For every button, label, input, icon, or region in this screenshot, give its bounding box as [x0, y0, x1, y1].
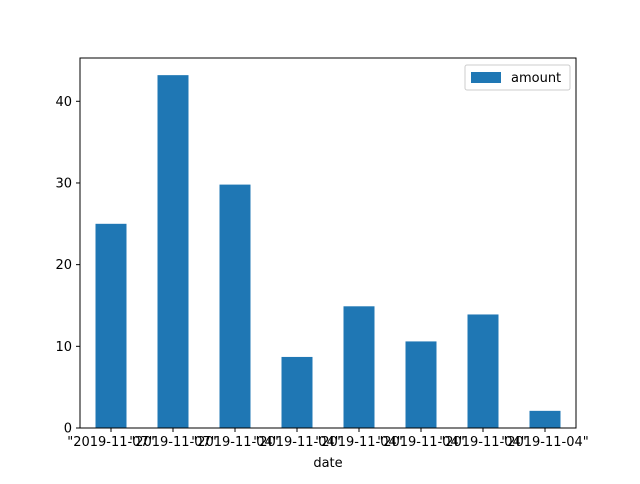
bars-layer: [95, 75, 561, 429]
x-tick-label: "2019-11-07": [67, 435, 155, 450]
y-tick-label: 40: [55, 95, 72, 110]
bar: [467, 314, 499, 428]
legend: amount: [464, 64, 571, 91]
y-tick-label: 20: [55, 258, 72, 273]
x-tick-label: "2019-11-07": [129, 435, 217, 450]
y-tick-label: 10: [55, 340, 72, 355]
legend-swatch: [471, 72, 501, 83]
x-axis: "2019-11-07""2019-11-07""2019-11-04""201…: [67, 428, 589, 450]
legend-label: amount: [511, 71, 561, 86]
x-tick-label: "2019-11-04": [191, 435, 279, 450]
bar: [95, 223, 127, 428]
bar: [343, 306, 375, 428]
x-tick-label: "2019-11-04": [315, 435, 403, 450]
y-tick-label: 0: [64, 422, 72, 437]
plot-area-frame: [79, 57, 577, 429]
x-tick-label: "2019-11-04": [253, 435, 341, 450]
x-tick-label: "2019-11-04": [377, 435, 465, 450]
bar: [219, 184, 251, 428]
bar: [157, 75, 189, 429]
x-axis-label: date: [313, 456, 342, 471]
legend-box: [464, 64, 571, 91]
x-tick-label: "2019-11-04": [501, 435, 589, 450]
y-axis: 0 10 20 30 40: [55, 95, 80, 437]
y-tick-label: 30: [55, 176, 72, 191]
bar: [281, 356, 313, 428]
bar: [405, 341, 437, 428]
x-tick-label: "2019-11-04": [439, 435, 527, 450]
bar: [529, 410, 561, 428]
